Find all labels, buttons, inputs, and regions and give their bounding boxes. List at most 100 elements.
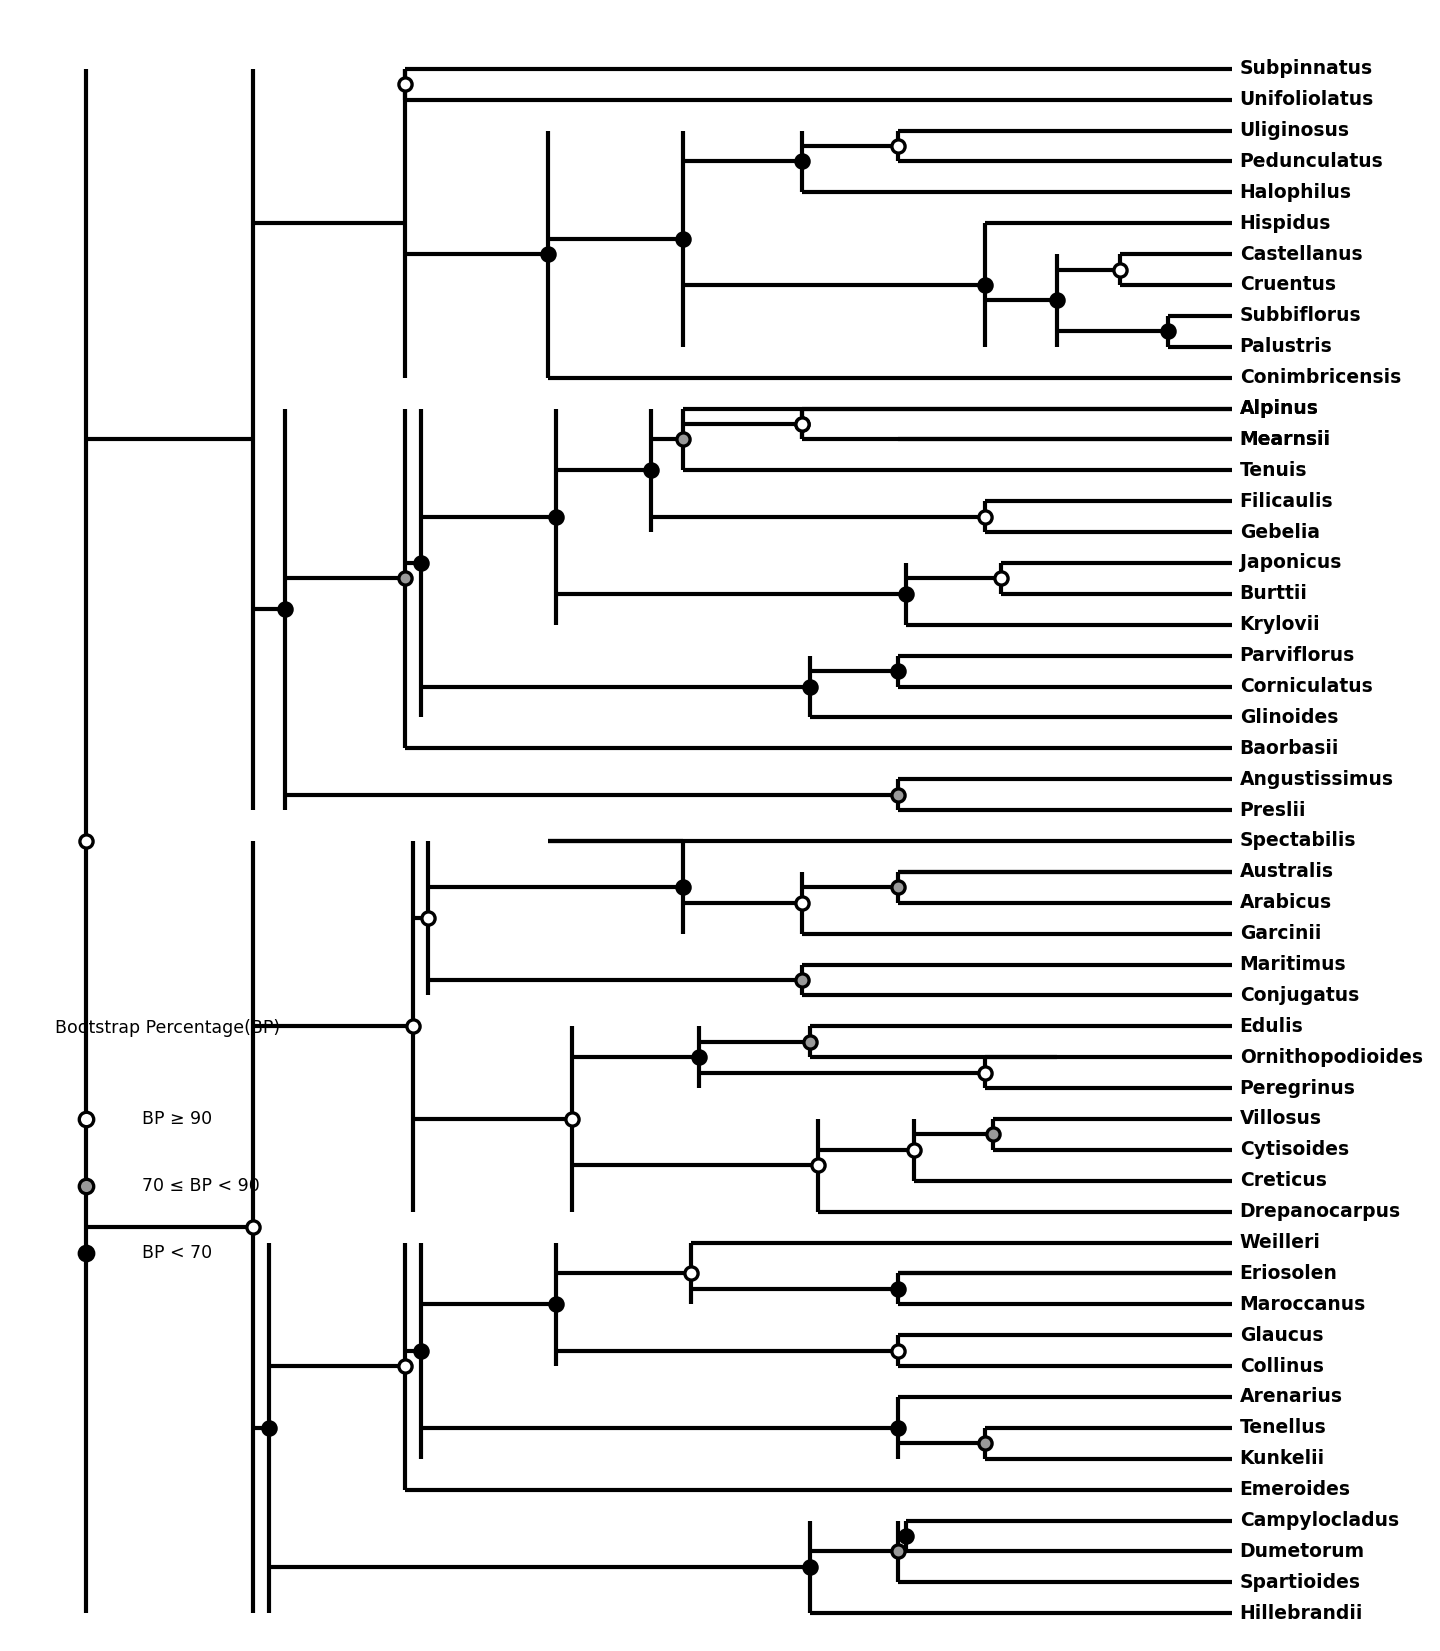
Text: Tenuis: Tenuis	[1240, 461, 1308, 480]
Point	[671, 873, 694, 900]
Text: Pedunculatus: Pedunculatus	[1240, 152, 1384, 172]
Text: Edulis: Edulis	[1240, 1017, 1303, 1035]
Text: Castellanus: Castellanus	[1240, 244, 1362, 264]
Text: BP ≥ 90: BP ≥ 90	[143, 1109, 212, 1128]
Text: Corniculatus: Corniculatus	[1240, 677, 1372, 697]
Text: Garcinii: Garcinii	[1240, 925, 1320, 943]
Text: Arabicus: Arabicus	[1240, 893, 1332, 913]
Text: Drepanocarpus: Drepanocarpus	[1240, 1202, 1401, 1222]
Text: Villosus: Villosus	[1240, 1109, 1322, 1128]
Point	[886, 657, 909, 684]
Point	[1156, 319, 1179, 345]
Text: Palustris: Palustris	[1240, 337, 1332, 357]
Text: Unifoliolatus: Unifoliolatus	[1240, 91, 1374, 109]
Point	[886, 1276, 909, 1303]
Point	[75, 1172, 98, 1199]
Point	[894, 581, 917, 608]
Text: Arenarius: Arenarius	[1240, 1387, 1342, 1407]
Text: Creticus: Creticus	[1240, 1171, 1326, 1190]
Point	[886, 132, 909, 158]
Point	[639, 457, 662, 484]
Text: Conimbricensis: Conimbricensis	[1240, 368, 1401, 386]
Point	[75, 1106, 98, 1133]
Point	[687, 1043, 710, 1070]
Text: BP < 70: BP < 70	[143, 1243, 212, 1261]
Text: Parviflorus: Parviflorus	[1240, 646, 1355, 665]
Point	[791, 411, 814, 438]
Text: Alpinus: Alpinus	[1240, 400, 1319, 418]
Text: Cruentus: Cruentus	[1240, 276, 1336, 294]
Text: Hillebrandii: Hillebrandii	[1240, 1603, 1364, 1623]
Point	[1045, 287, 1068, 314]
Point	[894, 1522, 917, 1549]
Text: Emeroides: Emeroides	[1240, 1479, 1351, 1499]
Text: Halophilus: Halophilus	[1240, 183, 1352, 201]
Point	[973, 1060, 996, 1086]
Point	[799, 1554, 822, 1580]
Text: Uliginosus: Uliginosus	[1240, 121, 1349, 140]
Text: Mearnsii: Mearnsii	[1240, 429, 1331, 449]
Text: Campylocladus: Campylocladus	[1240, 1511, 1398, 1530]
Text: Bootstrap Percentage(BP): Bootstrap Percentage(BP)	[55, 1019, 279, 1037]
Point	[791, 411, 814, 438]
Text: Maroccanus: Maroccanus	[1240, 1294, 1367, 1314]
Point	[973, 504, 996, 530]
Text: Alpinus: Alpinus	[1240, 400, 1319, 418]
Text: Baorbasii: Baorbasii	[1240, 738, 1339, 758]
Point	[1109, 256, 1132, 282]
Text: Maritimus: Maritimus	[1240, 954, 1346, 974]
Text: Tenellus: Tenellus	[1240, 1418, 1326, 1438]
Point	[258, 1415, 281, 1441]
Text: Subbiflorus: Subbiflorus	[1240, 307, 1361, 325]
Point	[989, 565, 1012, 591]
Point	[393, 1352, 416, 1379]
Text: Angustissimus: Angustissimus	[1240, 769, 1394, 789]
Point	[799, 674, 822, 700]
Point	[671, 426, 694, 452]
Point	[973, 1430, 996, 1456]
Text: Mearnsii: Mearnsii	[1240, 429, 1331, 449]
Text: Australis: Australis	[1240, 862, 1333, 882]
Text: Dumetorum: Dumetorum	[1240, 1542, 1365, 1560]
Text: Hispidus: Hispidus	[1240, 213, 1331, 233]
Text: Peregrinus: Peregrinus	[1240, 1078, 1355, 1098]
Point	[791, 890, 814, 916]
Point	[393, 565, 416, 591]
Point	[393, 71, 416, 97]
Point	[791, 149, 814, 175]
Point	[75, 827, 98, 854]
Point	[886, 873, 909, 900]
Text: Spectabilis: Spectabilis	[1240, 832, 1356, 850]
Point	[274, 596, 297, 622]
Point	[973, 272, 996, 299]
Text: Weilleri: Weilleri	[1240, 1233, 1320, 1251]
Point	[791, 967, 814, 994]
Text: Spartioides: Spartioides	[1240, 1573, 1361, 1592]
Text: Conjugatus: Conjugatus	[1240, 986, 1359, 1005]
Text: Ornithopodioides: Ornithopodioides	[1240, 1048, 1423, 1067]
Point	[886, 781, 909, 807]
Point	[560, 1106, 583, 1133]
Text: Japonicus: Japonicus	[1240, 553, 1341, 573]
Point	[418, 905, 441, 931]
Text: Eriosolen: Eriosolen	[1240, 1265, 1338, 1283]
Point	[886, 1539, 909, 1565]
Text: Filicaulis: Filicaulis	[1240, 492, 1333, 510]
Text: Krylovii: Krylovii	[1240, 616, 1320, 634]
Point	[901, 1136, 924, 1162]
Point	[886, 1337, 909, 1364]
Text: Kunkelii: Kunkelii	[1240, 1450, 1325, 1468]
Text: Collinus: Collinus	[1240, 1357, 1323, 1375]
Text: Subpinnatus: Subpinnatus	[1240, 59, 1372, 78]
Point	[402, 1014, 425, 1040]
Text: Glinoides: Glinoides	[1240, 708, 1338, 726]
Point	[671, 226, 694, 253]
Point	[242, 1213, 265, 1240]
Point	[544, 1291, 567, 1317]
Text: Burttii: Burttii	[1240, 584, 1308, 603]
Text: Cytisoides: Cytisoides	[1240, 1141, 1349, 1159]
Text: 70 ≤ BP < 90: 70 ≤ BP < 90	[143, 1177, 259, 1195]
Text: Glaucus: Glaucus	[1240, 1326, 1323, 1344]
Point	[409, 1337, 432, 1364]
Point	[680, 1260, 703, 1286]
